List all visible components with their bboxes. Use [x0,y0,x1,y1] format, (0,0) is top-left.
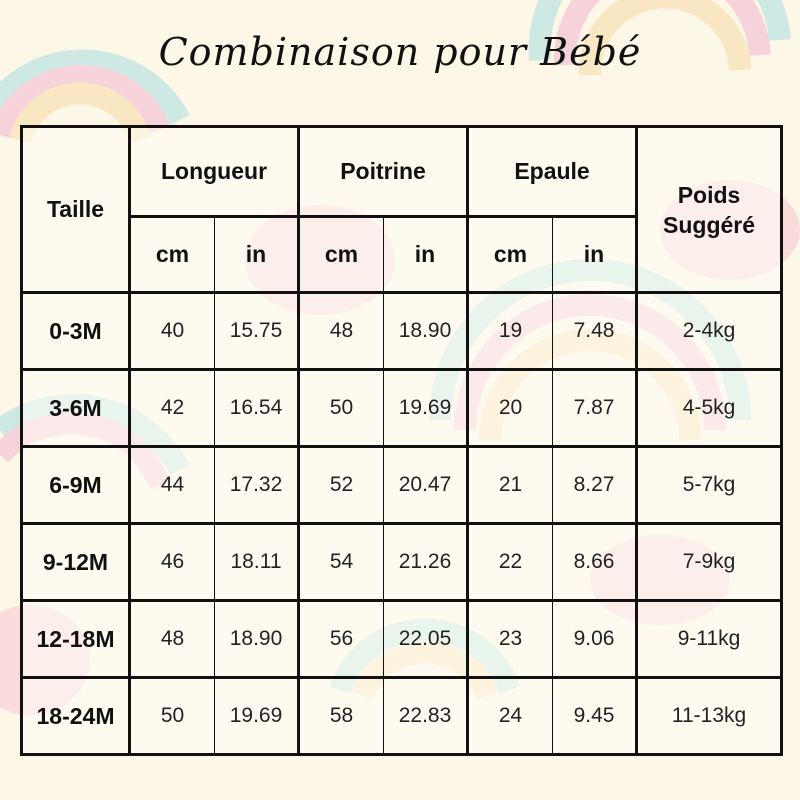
cell-shoulder-cm: 22 [466,522,554,602]
header-weight: Poids Suggéré [635,125,784,294]
cell-shoulder-in: 7.87 [552,368,639,448]
header-size: Taille [20,125,131,294]
cell-weight: 7-9kg [635,522,784,602]
unit-in: in [552,215,639,294]
cell-length-cm: 42 [128,368,215,448]
cell-size: 9-12M [20,522,131,602]
cell-length-in: 16.54 [213,368,301,448]
cell-shoulder-cm: 20 [466,368,554,448]
cell-length-cm: 50 [128,676,215,756]
table-row: 12-18M 48 18.90 56 22.05 23 9.06 9-11kg [20,599,784,679]
cell-shoulder-in: 9.45 [552,676,639,756]
cell-length-in: 17.32 [213,445,301,525]
cell-weight: 5-7kg [635,445,784,525]
cell-length-in: 18.90 [213,599,301,679]
cell-shoulder-cm: 19 [466,291,554,371]
cell-chest-in: 21.26 [383,522,470,602]
header-row: Taille Longueur Poitrine Epaule Poids Su… [20,125,784,294]
unit-in: in [213,215,301,294]
cell-length-in: 19.69 [213,676,301,756]
cell-size: 12-18M [20,599,131,679]
cell-chest-in: 18.90 [383,291,470,371]
cell-shoulder-cm: 24 [466,676,554,756]
cell-size: 6-9M [20,445,131,525]
cell-length-cm: 46 [128,522,215,602]
cell-chest-in: 22.05 [383,599,470,679]
cell-shoulder-in: 7.48 [552,291,639,371]
unit-cm: cm [128,215,215,294]
cell-length-cm: 48 [128,599,215,679]
cell-weight: 2-4kg [635,291,784,371]
cell-chest-cm: 50 [297,368,385,448]
cell-shoulder-in: 8.27 [552,445,639,525]
cell-size: 3-6M [20,368,131,448]
cell-chest-cm: 54 [297,522,385,602]
table-row: 6-9M 44 17.32 52 20.47 21 8.27 5-7kg [20,445,784,525]
cell-chest-cm: 48 [297,291,385,371]
cell-size: 0-3M [20,291,131,371]
cell-length-in: 15.75 [213,291,301,371]
cell-shoulder-cm: 21 [466,445,554,525]
cell-weight: 11-13kg [635,676,784,756]
cell-length-cm: 40 [128,291,215,371]
cell-size: 18-24M [20,676,131,756]
table-row: 18-24M 50 19.69 58 22.83 24 9.45 11-13kg [20,676,784,756]
page-title: Combinaison pour Bébé [158,30,642,74]
unit-in: in [383,215,470,294]
cell-chest-in: 19.69 [383,368,470,448]
cell-shoulder-in: 9.06 [552,599,639,679]
header-chest: Poitrine [297,125,470,218]
header-length: Longueur [127,125,301,218]
cell-weight: 4-5kg [635,368,784,448]
cell-length-cm: 44 [128,445,215,525]
cell-chest-cm: 52 [297,445,385,525]
cell-chest-cm: 58 [297,676,385,756]
cell-shoulder-in: 8.66 [552,522,639,602]
cell-chest-cm: 56 [297,599,385,679]
size-chart-table: Taille Longueur Poitrine Epaule Poids Su… [20,125,784,756]
cell-weight: 9-11kg [635,599,784,679]
table-row: 0-3M 40 15.75 48 18.90 19 7.48 2-4kg [20,291,784,371]
cell-shoulder-cm: 23 [466,599,554,679]
cell-length-in: 18.11 [213,522,301,602]
unit-cm: cm [297,215,385,294]
unit-row: cm in cm in cm in [22,215,782,294]
table-row: 3-6M 42 16.54 50 19.69 20 7.87 4-5kg [20,368,784,448]
cell-chest-in: 22.83 [383,676,470,756]
table-row: 9-12M 46 18.11 54 21.26 22 8.66 7-9kg [20,522,784,602]
unit-cm: cm [466,215,554,294]
header-shoulder: Epaule [466,125,639,218]
cell-chest-in: 20.47 [383,445,470,525]
